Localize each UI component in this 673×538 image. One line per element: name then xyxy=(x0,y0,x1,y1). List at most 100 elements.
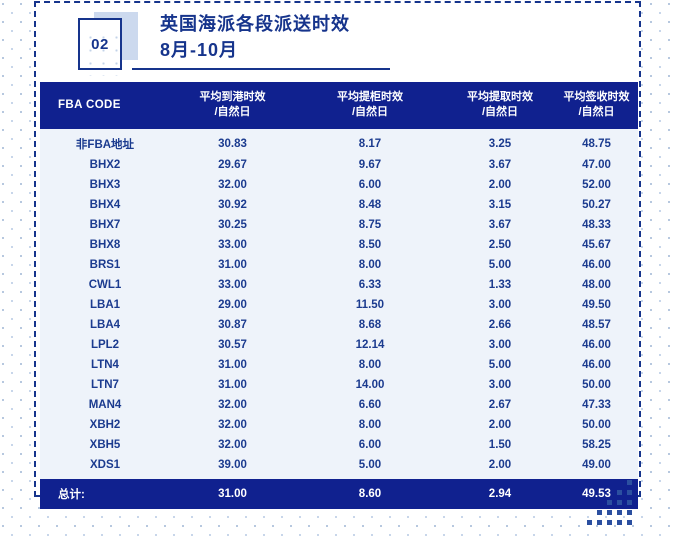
column-header-avg-container-pickup: 平均提柜时效 /自然日 xyxy=(295,82,445,129)
title-block: 英国海派各段派送时效 8月-10月 xyxy=(132,11,460,70)
row-avg-container-pickup: 9.67 xyxy=(295,155,445,175)
row-fba-code: XBH2 xyxy=(40,415,170,435)
row-avg-arrival: 31.00 xyxy=(170,355,295,375)
table-row: LBA1 29.00 11.50 3.00 49.50 xyxy=(40,295,638,315)
table-row: CWL1 33.00 6.33 1.33 48.00 xyxy=(40,275,638,295)
table-row: LBA4 30.87 8.68 2.66 48.57 xyxy=(40,315,638,335)
row-avg-collect: 2.00 xyxy=(445,415,555,435)
row-fba-code: BHX8 xyxy=(40,235,170,255)
row-avg-collect: 2.50 xyxy=(445,235,555,255)
table-row: BHX2 29.67 9.67 3.67 47.00 xyxy=(40,155,638,175)
row-avg-collect: 2.67 xyxy=(445,395,555,415)
row-avg-signed: 47.33 xyxy=(555,395,638,415)
row-avg-arrival: 33.00 xyxy=(170,235,295,255)
row-avg-collect: 3.67 xyxy=(445,215,555,235)
row-avg-container-pickup: 5.00 xyxy=(295,455,445,479)
row-avg-signed: 58.25 xyxy=(555,435,638,455)
row-avg-signed: 46.00 xyxy=(555,255,638,275)
row-avg-container-pickup: 6.33 xyxy=(295,275,445,295)
row-avg-container-pickup: 8.75 xyxy=(295,215,445,235)
table-row: XDS1 39.00 5.00 2.00 49.00 xyxy=(40,455,638,479)
row-avg-arrival: 30.87 xyxy=(170,315,295,335)
row-fba-code: XDS1 xyxy=(40,455,170,479)
row-avg-arrival: 31.00 xyxy=(170,255,295,275)
row-avg-collect: 3.25 xyxy=(445,129,555,155)
row-fba-code: LBA1 xyxy=(40,295,170,315)
row-avg-signed: 50.00 xyxy=(555,415,638,435)
table-body: 非FBA地址 30.83 8.17 3.25 48.75 BHX2 29.67 9.67 3.6… xyxy=(40,129,638,479)
row-avg-arrival: 30.25 xyxy=(170,215,295,235)
table-row: XBH5 32.00 6.00 1.50 58.25 xyxy=(40,435,638,455)
table-row: LPL2 30.57 12.14 3.00 46.00 xyxy=(40,335,638,355)
row-avg-signed: 50.27 xyxy=(555,195,638,215)
total-container-pickup: 8.60 xyxy=(295,479,445,509)
row-avg-arrival: 32.00 xyxy=(170,395,295,415)
column-header-avg-signed: 平均签收时效 /自然日 xyxy=(555,82,638,129)
table-row: XBH2 32.00 8.00 2.00 50.00 xyxy=(40,415,638,435)
table-row: LTN4 31.00 8.00 5.00 46.00 xyxy=(40,355,638,375)
row-avg-container-pickup: 6.00 xyxy=(295,175,445,195)
row-avg-signed: 48.33 xyxy=(555,215,638,235)
row-avg-signed: 48.00 xyxy=(555,275,638,295)
table-row: LTN7 31.00 14.00 3.00 50.00 xyxy=(40,375,638,395)
row-avg-signed: 46.00 xyxy=(555,355,638,375)
column-header-fba-code: FBA CODE xyxy=(40,82,170,129)
row-avg-arrival: 32.00 xyxy=(170,415,295,435)
row-avg-arrival: 30.92 xyxy=(170,195,295,215)
row-avg-collect: 3.15 xyxy=(445,195,555,215)
row-avg-container-pickup: 8.48 xyxy=(295,195,445,215)
row-fba-code: LPL2 xyxy=(40,335,170,355)
table-row: BHX7 30.25 8.75 3.67 48.33 xyxy=(40,215,638,235)
row-avg-arrival: 30.57 xyxy=(170,335,295,355)
row-avg-signed: 48.75 xyxy=(555,129,638,155)
table-row: BHX3 32.00 6.00 2.00 52.00 xyxy=(40,175,638,195)
row-fba-code: 非FBA地址 xyxy=(40,129,170,155)
row-avg-collect: 2.00 xyxy=(445,175,555,195)
row-fba-code: BHX4 xyxy=(40,195,170,215)
row-avg-arrival: 32.00 xyxy=(170,435,295,455)
row-avg-container-pickup: 8.50 xyxy=(295,235,445,255)
total-signed: 49.53 xyxy=(555,479,638,509)
row-fba-code: MAN4 xyxy=(40,395,170,415)
section-number-text: 02 xyxy=(91,35,109,53)
row-avg-container-pickup: 6.60 xyxy=(295,395,445,415)
table-row: BRS1 31.00 8.00 5.00 46.00 xyxy=(40,255,638,275)
table-footer: 总计: 31.00 8.60 2.94 49.53 xyxy=(40,479,638,509)
row-avg-arrival: 30.83 xyxy=(170,129,295,155)
column-header-avg-collect: 平均提取时效 /自然日 xyxy=(445,82,555,129)
row-avg-container-pickup: 8.00 xyxy=(295,255,445,275)
row-avg-container-pickup: 12.14 xyxy=(295,335,445,355)
row-avg-signed: 45.67 xyxy=(555,235,638,255)
total-row: 总计: 31.00 8.60 2.94 49.53 xyxy=(40,479,638,509)
row-avg-collect: 3.67 xyxy=(445,155,555,175)
column-header-avg-arrival: 平均到港时效 /自然日 xyxy=(170,82,295,129)
total-collect: 2.94 xyxy=(445,479,555,509)
row-avg-arrival: 33.00 xyxy=(170,275,295,295)
table-row: BHX4 30.92 8.48 3.15 50.27 xyxy=(40,195,638,215)
row-avg-arrival: 39.00 xyxy=(170,455,295,479)
row-avg-arrival: 32.00 xyxy=(170,175,295,195)
row-avg-container-pickup: 11.50 xyxy=(295,295,445,315)
row-avg-signed: 49.00 xyxy=(555,455,638,479)
badge-outline-box: 02 xyxy=(78,18,122,76)
row-avg-collect: 3.00 xyxy=(445,295,555,315)
row-avg-signed: 52.00 xyxy=(555,175,638,195)
row-avg-collect: 5.00 xyxy=(445,355,555,375)
row-fba-code: CWL1 xyxy=(40,275,170,295)
row-avg-container-pickup: 8.00 xyxy=(295,355,445,375)
row-avg-collect: 3.00 xyxy=(445,335,555,355)
row-avg-signed: 46.00 xyxy=(555,335,638,355)
row-avg-container-pickup: 8.17 xyxy=(295,129,445,155)
row-avg-arrival: 31.00 xyxy=(170,375,295,395)
page-title: 英国海派各段派送时效 xyxy=(160,14,350,34)
row-fba-code: LTN7 xyxy=(40,375,170,395)
row-avg-collect: 2.00 xyxy=(445,455,555,479)
delivery-timeliness-table: FBA CODE 平均到港时效 /自然日 平均提柜时效 /自然日 平均提取时效 … xyxy=(40,82,638,509)
row-avg-collect: 1.50 xyxy=(445,435,555,455)
row-fba-code: BHX3 xyxy=(40,175,170,195)
row-fba-code: BHX7 xyxy=(40,215,170,235)
page-subtitle: 8月-10月 xyxy=(160,40,239,60)
table-row: MAN4 32.00 6.60 2.67 47.33 xyxy=(40,395,638,415)
row-avg-collect: 1.33 xyxy=(445,275,555,295)
row-fba-code: XBH5 xyxy=(40,435,170,455)
